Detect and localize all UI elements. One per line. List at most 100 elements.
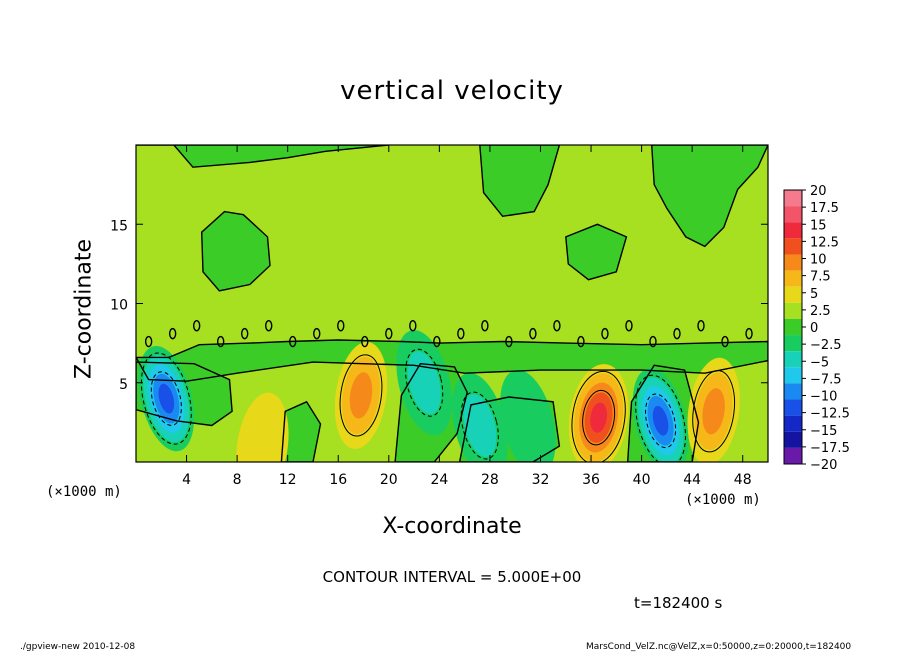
- zero-contour-10: [280, 400, 322, 462]
- footer-left: ./gpview-new 2010-12-08: [20, 642, 136, 652]
- zero-contour-6: [136, 361, 233, 427]
- colorbar-label-13: −12.5: [810, 407, 850, 422]
- zero-contour-7: [394, 362, 468, 462]
- colorbar-cell-16: [784, 447, 802, 464]
- updraft-cell-0: [334, 341, 388, 449]
- negative-patch-4: [565, 224, 627, 280]
- ripple-22: [673, 327, 681, 340]
- colorbar-cell-1: [784, 206, 802, 223]
- contour-line-10: [582, 389, 616, 446]
- field: [136, 145, 768, 462]
- ripple-6: [289, 335, 297, 348]
- ripple-8: [337, 319, 345, 332]
- level-1: [236, 392, 289, 462]
- level-5: [652, 405, 669, 436]
- contour-line-10: [645, 393, 677, 449]
- x-tick-label-9: 40: [633, 472, 651, 488]
- x-unit-label-left: (×1000 m): [46, 484, 122, 500]
- contour-interval-text: CONTOUR INTERVAL = 5.000E+00: [322, 568, 582, 586]
- zero-contour-3: [650, 145, 768, 248]
- ripple-15: [505, 335, 513, 348]
- level-3: [349, 372, 373, 419]
- ripple-19: [601, 327, 609, 340]
- colorbar-label-7: 2.5: [810, 304, 831, 319]
- ripple-17: [553, 319, 561, 332]
- zero-contour-1: [200, 210, 271, 292]
- colorbar-label-5: 7.5: [810, 270, 831, 285]
- negative-patch-0: [136, 145, 389, 168]
- y-tick-label-2: 15: [110, 218, 128, 234]
- level-2: [463, 394, 497, 458]
- level-5: [590, 402, 608, 433]
- colorbar-label-16: −20: [810, 458, 837, 473]
- ripple-13: [457, 327, 465, 340]
- colorbar-label-3: 12.5: [810, 235, 839, 250]
- colorbar-cell-2: [784, 222, 802, 239]
- colorbar-cell-10: [784, 351, 802, 368]
- colorbar-cell-11: [784, 367, 802, 384]
- colorbar-label-6: 5: [810, 287, 818, 302]
- colorbar-label-9: −2.5: [810, 338, 842, 353]
- downdraft-cell-4: [138, 345, 195, 452]
- colorbar-label-15: −17.5: [810, 441, 850, 456]
- ripple-24: [721, 335, 729, 348]
- zero-contour-9: [626, 364, 700, 462]
- ripple-0: [144, 335, 153, 348]
- x-tick-label-5: 24: [430, 472, 448, 488]
- colorbar-cell-5: [784, 270, 802, 287]
- ripple-3: [216, 335, 225, 348]
- contour-line-5: [339, 354, 383, 437]
- time-stamp: t=182400 s: [634, 594, 723, 612]
- ripple-10: [385, 327, 393, 340]
- colorbar-label-10: −5: [810, 355, 829, 370]
- ripple-21: [649, 335, 657, 348]
- contour-line-5: [140, 352, 192, 445]
- contour-line-5: [571, 370, 626, 462]
- colorbar-label-11: −7.5: [810, 372, 842, 387]
- ripple-2: [192, 319, 201, 332]
- updraft-cell-1: [568, 364, 629, 462]
- x-tick-label-0: 4: [182, 472, 191, 488]
- ripple-18: [577, 335, 585, 348]
- colorbar-cell-13: [784, 399, 802, 416]
- colorbar-cell-9: [784, 335, 802, 352]
- x-tick-label-4: 20: [380, 472, 398, 488]
- x-tick-label-2: 12: [279, 472, 297, 488]
- level-2: [407, 351, 441, 415]
- negative-patch-1: [201, 211, 270, 291]
- chart-title: vertical velocity: [340, 76, 564, 106]
- colorbar-label-2: 15: [810, 218, 827, 233]
- ripple-25: [745, 327, 753, 340]
- updraft-cell-2: [687, 357, 740, 462]
- colorbar-cell-7: [784, 302, 802, 319]
- colorbar: 20 17.5 15 12.5 10 7.5 5 2.5 0 −2.5 −5 −7.5 −10 −12.5…: [783, 184, 850, 473]
- colorbar-cell-15: [784, 431, 802, 448]
- negative-patch-3: [651, 145, 768, 247]
- negative-patch-10: [281, 401, 321, 462]
- contour-line-5: [460, 391, 499, 460]
- level-3: [702, 388, 725, 435]
- x-axis-label: X-coordinate: [382, 514, 522, 539]
- zero-contour-4: [565, 223, 628, 281]
- colorbar-label-12: −10: [810, 390, 837, 405]
- y-tick-label-1: 10: [110, 298, 128, 314]
- negative-patch-5: [136, 340, 768, 382]
- ripple-20: [625, 319, 633, 332]
- colorbar-cell-4: [784, 254, 802, 271]
- x-tick-label-11: 48: [734, 472, 752, 488]
- contour-line-10: [150, 371, 182, 426]
- zero-contour-2: [479, 145, 561, 218]
- colorbar-label-8: 0: [810, 321, 818, 336]
- zero-contour-8: [458, 396, 561, 462]
- x-tick-label-3: 16: [329, 472, 347, 488]
- plot-area: [136, 145, 768, 462]
- colorbar-label-1: 17.5: [810, 201, 839, 216]
- zero-contour-5: [136, 339, 768, 382]
- ripple-5: [265, 319, 273, 332]
- x-unit-label-right: (×1000 m): [685, 492, 761, 508]
- downdraft-cell-8: [500, 369, 556, 462]
- ripple-7: [313, 327, 321, 340]
- colorbar-label-14: −15: [810, 424, 837, 439]
